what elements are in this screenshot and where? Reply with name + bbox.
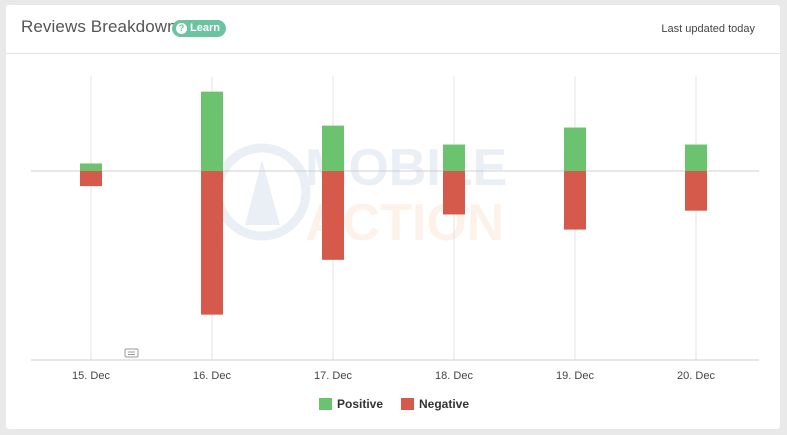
question-icon: ? xyxy=(176,23,187,34)
bar-positive-17dec xyxy=(322,125,344,171)
bar-positive-18dec xyxy=(443,144,465,171)
legend-swatch-negative xyxy=(401,398,414,410)
x-tick-label: 20. Dec xyxy=(677,370,715,382)
learn-button[interactable]: ? Learn xyxy=(172,20,226,37)
x-tick-label: 16. Dec xyxy=(193,370,231,382)
bar-positive-19dec xyxy=(564,127,586,171)
x-tick-label: 19. Dec xyxy=(556,370,594,382)
annotation-flag-icon xyxy=(124,348,139,358)
x-tick-label: 15. Dec xyxy=(72,370,110,382)
bar-negative-18dec xyxy=(443,171,465,215)
x-tick-label: 17. Dec xyxy=(314,370,352,382)
legend: Positive Negative xyxy=(319,397,469,411)
x-tick-label: 18. Dec xyxy=(435,370,473,382)
last-updated-text: Last updated today xyxy=(661,23,755,35)
bar-positive-20dec xyxy=(685,144,707,171)
learn-label: Learn xyxy=(190,22,220,34)
bar-positive-16dec xyxy=(201,91,223,171)
bar-positive-15dec xyxy=(80,163,102,171)
bar-negative-19dec xyxy=(564,171,586,230)
reviews-breakdown-card: Reviews Breakdown ? Learn Last updated t… xyxy=(6,5,780,429)
legend-label-negative: Negative xyxy=(419,397,469,411)
rocket-logo-icon xyxy=(213,143,311,241)
bar-negative-20dec xyxy=(685,171,707,211)
bar-negative-16dec xyxy=(201,171,223,315)
bar-negative-17dec xyxy=(322,171,344,260)
card-header: Reviews Breakdown ? Learn Last updated t… xyxy=(6,5,780,54)
legend-swatch-positive xyxy=(319,398,332,410)
bar-negative-15dec xyxy=(80,171,102,187)
card-title: Reviews Breakdown xyxy=(21,17,177,36)
legend-label-positive: Positive xyxy=(337,397,383,411)
